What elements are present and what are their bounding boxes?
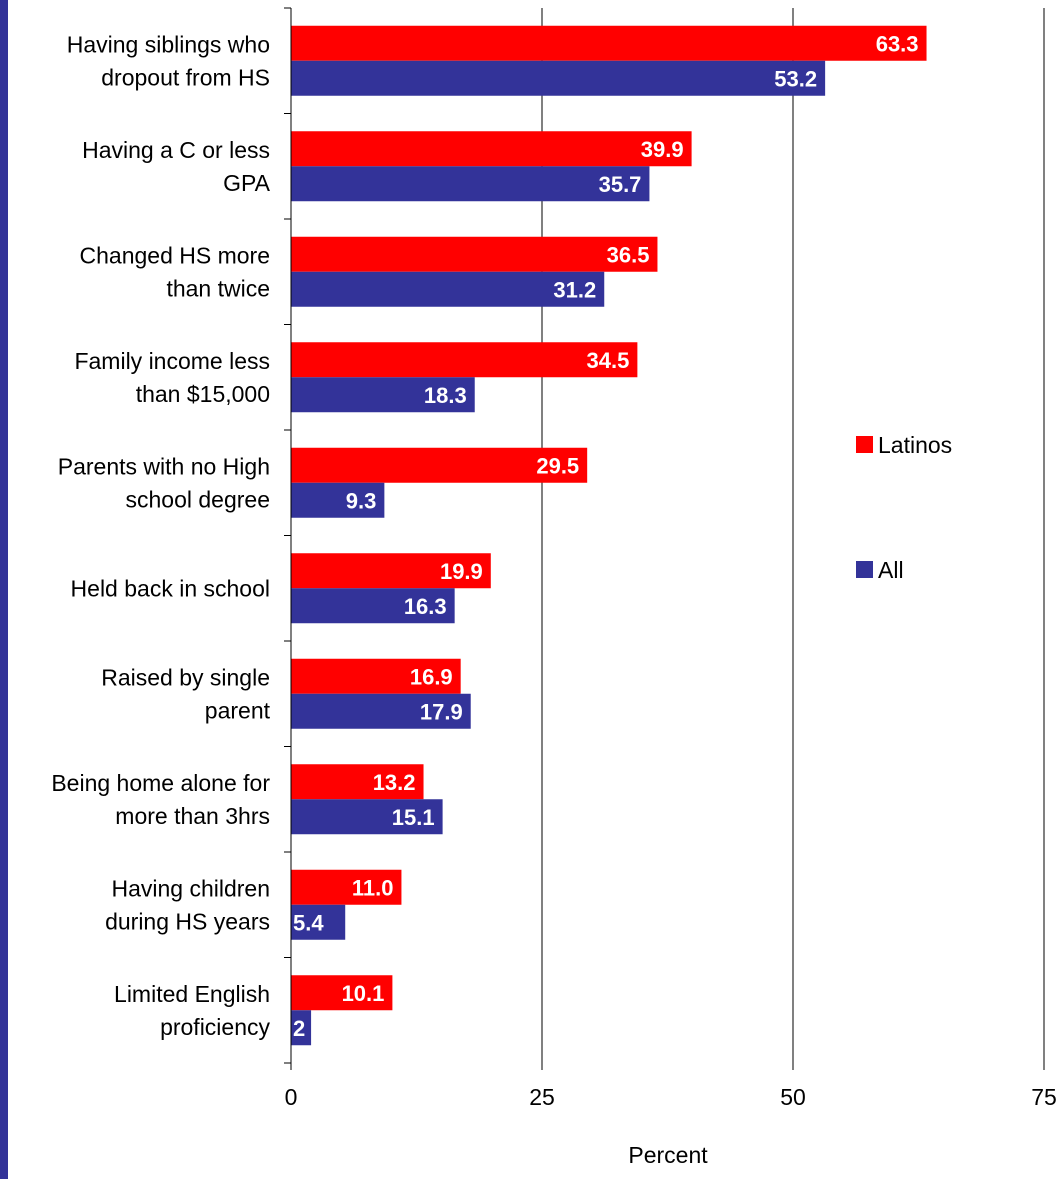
category-label: Limited English proficiency bbox=[114, 981, 270, 1040]
bar-latinos bbox=[291, 553, 491, 589]
bar-all bbox=[291, 904, 346, 940]
bar-latinos bbox=[291, 975, 393, 1011]
bar-latinos bbox=[291, 131, 692, 167]
data-label: 16.3 bbox=[404, 594, 447, 619]
data-label: 36.5 bbox=[607, 242, 650, 267]
bar-all bbox=[291, 377, 475, 413]
category-label: Being home alone for more than 3hrs bbox=[51, 770, 270, 829]
data-label: 53.2 bbox=[774, 66, 817, 91]
x-tick-label: 50 bbox=[780, 1084, 806, 1110]
category-label: Having children during HS years bbox=[105, 875, 270, 934]
bar-all bbox=[291, 60, 826, 96]
data-label: 29.5 bbox=[536, 453, 579, 478]
legend-swatch-all bbox=[856, 561, 873, 578]
category-label: Having siblings who dropout from HS bbox=[67, 31, 270, 90]
data-label: 35.7 bbox=[599, 172, 642, 197]
bar-latinos bbox=[291, 342, 638, 378]
data-label: 10.1 bbox=[342, 981, 385, 1006]
bar-all bbox=[291, 166, 650, 202]
bar-latinos bbox=[291, 658, 461, 694]
bar-all bbox=[291, 1010, 312, 1046]
data-label: 39.9 bbox=[641, 137, 684, 162]
x-tick-label: 75 bbox=[1031, 1084, 1057, 1110]
bar-all bbox=[291, 271, 605, 307]
legend-label-latinos: Latinos bbox=[878, 432, 952, 458]
data-label: 13.2 bbox=[373, 770, 416, 795]
bar-latinos bbox=[291, 25, 927, 61]
bar-all bbox=[291, 482, 385, 518]
data-label: 5.4 bbox=[293, 910, 324, 935]
bar-all bbox=[291, 588, 455, 624]
data-label: 34.5 bbox=[587, 348, 630, 373]
data-label: 2 bbox=[293, 1016, 305, 1041]
x-tick-label: 0 bbox=[285, 1084, 298, 1110]
category-label: Raised by single parent bbox=[101, 664, 270, 723]
bar-latinos bbox=[291, 869, 402, 905]
bar-latinos bbox=[291, 764, 424, 800]
data-label: 63.3 bbox=[876, 31, 919, 56]
bar-all bbox=[291, 693, 471, 729]
bar-latinos bbox=[291, 236, 658, 272]
data-label: 18.3 bbox=[424, 383, 467, 408]
category-label: Having a C or less GPA bbox=[82, 137, 271, 196]
data-label: 16.9 bbox=[410, 664, 453, 689]
bar-latinos bbox=[291, 447, 588, 483]
left-accent-stripe bbox=[0, 0, 8, 1179]
data-label: 17.9 bbox=[420, 699, 463, 724]
x-axis-title: Percent bbox=[628, 1142, 708, 1168]
category-label: Family income less than $15,000 bbox=[74, 348, 270, 407]
data-label: 31.2 bbox=[553, 277, 596, 302]
category-label: Changed HS more than twice bbox=[80, 242, 271, 301]
data-label: 9.3 bbox=[346, 488, 377, 513]
x-tick-label: 25 bbox=[529, 1084, 555, 1110]
bar-all bbox=[291, 799, 443, 835]
category-label: Parents with no High school degree bbox=[58, 453, 270, 512]
data-label: 19.9 bbox=[440, 559, 483, 584]
axis-layer bbox=[284, 7, 1045, 1070]
data-label: 15.1 bbox=[392, 805, 435, 830]
legend-swatch-latinos bbox=[856, 436, 873, 453]
legend-label-all: All bbox=[878, 557, 904, 583]
bars-layer bbox=[291, 25, 927, 1046]
category-label: Held back in school bbox=[71, 575, 270, 601]
legend: Latinos All bbox=[856, 432, 952, 583]
data-label: 11.0 bbox=[352, 875, 394, 900]
labels-layer: 0 25 50 75 63.3 53.2 Having siblings who dropou… bbox=[51, 31, 1056, 1110]
